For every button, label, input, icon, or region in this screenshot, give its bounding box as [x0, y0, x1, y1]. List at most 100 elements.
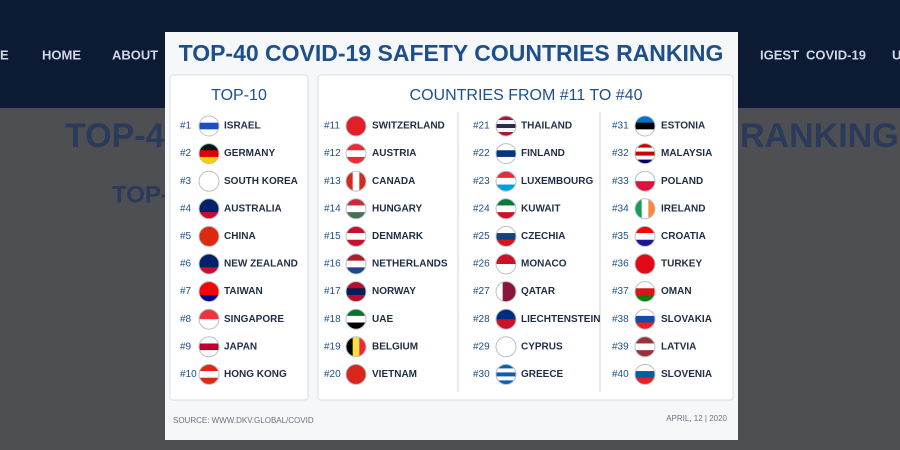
rank: #11 — [324, 121, 340, 132]
flag-stripe — [199, 156, 219, 164]
country-name: ISRAEL — [224, 121, 261, 132]
flag-outline — [198, 336, 220, 358]
flag — [496, 281, 516, 302]
country-name: HUNGARY — [372, 203, 423, 214]
flag-stripe — [199, 309, 219, 320]
flag-outline — [495, 170, 517, 192]
flag-stripe — [346, 116, 366, 124]
flag-outline — [495, 225, 517, 247]
flag-stripe — [199, 260, 219, 268]
country-name: CYPRUS — [521, 341, 563, 352]
flag-stripe — [635, 181, 655, 192]
flag — [199, 116, 219, 136]
flag-stripe — [199, 254, 219, 262]
country-name: BELGIUM — [372, 341, 418, 352]
flag-stripe — [199, 364, 219, 372]
flag — [496, 198, 516, 219]
rank: #31 — [612, 121, 629, 132]
nav-link: IGEST — [760, 47, 799, 62]
flag-stripe — [496, 372, 516, 377]
flag-outline — [345, 336, 367, 358]
country-name: SLOVENIA — [661, 369, 712, 380]
nav-link: U — [892, 47, 900, 62]
rank: #21 — [473, 121, 490, 132]
flag-stripe — [496, 124, 516, 129]
flag-stripe — [496, 281, 504, 302]
flag-stripe — [635, 315, 655, 324]
flag-stripe — [509, 281, 516, 302]
flag-outline — [634, 363, 656, 385]
flag-stripe — [635, 122, 655, 130]
rank: #14 — [324, 203, 341, 214]
flag — [496, 254, 516, 274]
flag-stripe — [346, 171, 354, 192]
flag-stripe — [352, 171, 360, 192]
country-name: KUWAIT — [521, 203, 560, 214]
country-name: NEW ZEALAND — [224, 259, 298, 270]
flag — [496, 364, 516, 385]
flag — [199, 254, 219, 274]
rank: #32 — [612, 148, 629, 159]
country-name: THAILAND — [521, 121, 572, 132]
flag-stripe — [346, 377, 366, 385]
flag — [346, 364, 366, 385]
country-name: IRELAND — [661, 203, 705, 214]
flag-stripe — [635, 155, 655, 161]
flag-stripe — [635, 198, 643, 219]
flag-outline — [495, 143, 517, 165]
flag — [346, 336, 366, 357]
rank: #7 — [180, 286, 192, 297]
country-name: HONG KONG — [224, 369, 287, 380]
rank: #9 — [180, 341, 192, 352]
flag-stripe — [199, 122, 219, 130]
flag-stripe — [635, 371, 655, 379]
bg-title: RANKING — [740, 117, 899, 155]
flag-outline — [634, 115, 656, 137]
rank: #33 — [612, 176, 629, 187]
flag-stripe — [199, 177, 219, 186]
flag-stripe — [635, 159, 655, 164]
flag-stripe — [635, 267, 655, 274]
country-name: POLAND — [661, 176, 703, 187]
flag — [346, 198, 366, 219]
flag-stripe — [346, 143, 366, 151]
flag-stripe — [496, 184, 516, 192]
flag-stripe — [346, 364, 366, 372]
flag-stripe — [496, 254, 516, 265]
flag-stripe — [199, 239, 219, 247]
flag-stripe — [346, 322, 366, 330]
flag-stripe — [635, 322, 655, 330]
rank: #2 — [180, 148, 192, 159]
panel-heading: COUNTRIES FROM #11 TO #40 — [410, 87, 643, 104]
flag-outline — [198, 363, 220, 385]
flag-stripe — [199, 336, 219, 344]
flag-stripe — [199, 319, 219, 330]
flag-stripe — [496, 212, 516, 219]
flag — [199, 143, 219, 164]
rank: #17 — [324, 286, 341, 297]
flag-outline — [198, 115, 220, 137]
flag-stripe — [496, 350, 516, 357]
flag — [346, 143, 366, 164]
flag-outline — [495, 308, 517, 330]
flag-stripe — [496, 364, 516, 369]
rank: #18 — [324, 314, 341, 325]
flag-stripe — [199, 371, 219, 379]
rank: #1 — [180, 121, 192, 132]
source: SOURCE: WWW.DKV.GLOBAL/COVID — [173, 416, 314, 425]
flag — [496, 116, 516, 136]
flag-stripe — [346, 371, 366, 379]
flag-stripe — [496, 319, 516, 330]
country-name: FINLAND — [521, 148, 565, 159]
flag — [199, 171, 219, 192]
flag-stripe — [199, 350, 219, 357]
flag-stripe — [635, 239, 655, 247]
flag — [635, 143, 655, 164]
country-name: MALAYSIA — [661, 148, 712, 159]
country-name: LIECHTENSTEIN — [521, 314, 600, 325]
flag-stripe — [635, 254, 655, 262]
country-name: SWITZERLAND — [372, 121, 445, 132]
flag-stripe — [496, 264, 516, 274]
flag-outline — [345, 253, 367, 275]
